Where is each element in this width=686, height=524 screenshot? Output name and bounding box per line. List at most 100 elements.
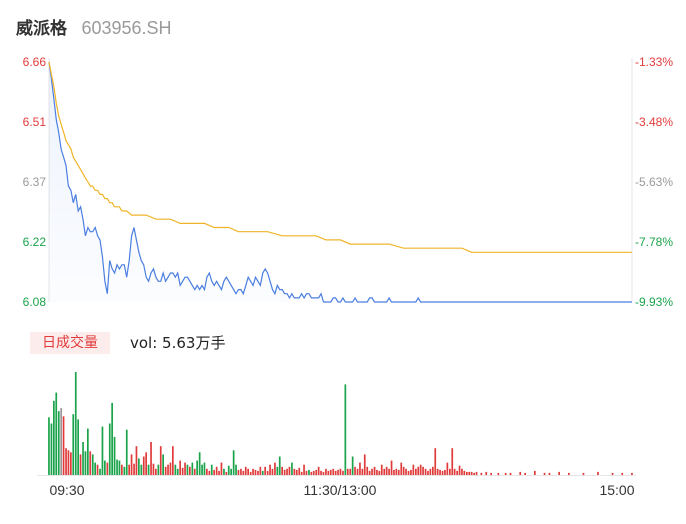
volume-bar bbox=[329, 469, 332, 476]
volume-bar bbox=[172, 446, 174, 475]
volume-bar bbox=[621, 472, 624, 475]
volume-bar bbox=[186, 464, 189, 475]
volume-bar bbox=[376, 469, 378, 476]
volume-bar bbox=[193, 468, 196, 475]
y-right-tick: -3.48% bbox=[635, 115, 673, 129]
volume-bar bbox=[497, 472, 500, 475]
volume-bar bbox=[225, 471, 228, 475]
volume-bar bbox=[169, 462, 172, 475]
volume-bar bbox=[72, 414, 75, 475]
volume-bar bbox=[344, 384, 347, 475]
volume-bar bbox=[359, 462, 361, 475]
volume-bar bbox=[582, 472, 585, 475]
volume-bar bbox=[276, 466, 279, 475]
volume-bar bbox=[249, 471, 252, 475]
volume-bar bbox=[96, 464, 99, 475]
y-right-tick: -9.93% bbox=[635, 295, 673, 309]
volume-bar bbox=[111, 402, 113, 475]
volume-bar bbox=[317, 466, 320, 475]
volume-bar bbox=[133, 463, 135, 475]
volume-bar bbox=[113, 436, 116, 475]
volume-bar bbox=[65, 448, 67, 475]
volume-bar bbox=[252, 468, 254, 475]
volume-bar bbox=[223, 468, 225, 475]
volume-bar bbox=[295, 469, 298, 476]
volume-bar bbox=[89, 451, 92, 475]
y-left-tick: 6.51 bbox=[23, 115, 47, 129]
volume-bar bbox=[242, 470, 245, 475]
volume-bar bbox=[206, 468, 208, 475]
volume-bar bbox=[534, 470, 536, 475]
y-right-tick: -1.33% bbox=[635, 55, 673, 69]
volume-bar bbox=[395, 468, 398, 475]
volume-bar bbox=[203, 462, 206, 475]
y-left-tick: 6.08 bbox=[23, 295, 47, 309]
volume-bar bbox=[519, 471, 522, 475]
volume-bar bbox=[261, 470, 264, 475]
volume-bar bbox=[485, 471, 488, 475]
volume-bar bbox=[373, 466, 376, 475]
volume-readout: vol: 5.63万手 bbox=[130, 332, 225, 354]
volume-bar bbox=[210, 464, 213, 475]
volume-prefix: vol: bbox=[130, 334, 163, 352]
volume-bar bbox=[155, 468, 157, 475]
volume-bar bbox=[371, 468, 373, 475]
volume-bar bbox=[320, 470, 322, 475]
volume-bar bbox=[444, 469, 446, 476]
volume-bar bbox=[410, 469, 412, 476]
volume-bar bbox=[254, 469, 257, 476]
x-time-tick: 15:00 bbox=[599, 482, 634, 498]
volume-bar bbox=[337, 469, 339, 476]
y-left-tick: 6.37 bbox=[23, 175, 47, 189]
volume-bar bbox=[159, 446, 162, 475]
volume-bar bbox=[432, 466, 434, 475]
volume-bar bbox=[140, 464, 143, 475]
volume-bar bbox=[70, 452, 72, 475]
volume-bar bbox=[101, 426, 104, 475]
volume-bar bbox=[300, 471, 303, 475]
volume-bar bbox=[310, 471, 313, 475]
volume-bar bbox=[237, 469, 240, 476]
volume-bar bbox=[548, 472, 551, 475]
volume-bar bbox=[339, 468, 342, 475]
volume-bar bbox=[104, 460, 106, 475]
volume-bar bbox=[429, 468, 432, 475]
volume-bar bbox=[308, 469, 310, 476]
volume-bar bbox=[380, 464, 383, 475]
volume-bar bbox=[227, 465, 230, 475]
volume-bar bbox=[315, 469, 318, 476]
volume-bar bbox=[164, 466, 167, 475]
volume-bar bbox=[84, 451, 87, 475]
volume-bar bbox=[138, 458, 140, 475]
volume-bar bbox=[130, 454, 133, 475]
volume-bar bbox=[145, 452, 147, 475]
volume-bar bbox=[558, 471, 560, 475]
volume-bar bbox=[439, 469, 441, 476]
volume-bar bbox=[50, 423, 53, 475]
volume-bar bbox=[176, 468, 179, 475]
volume-bar bbox=[77, 419, 79, 475]
volume-bar bbox=[303, 464, 305, 475]
volume-bar bbox=[461, 468, 463, 475]
volume-bar bbox=[53, 400, 55, 475]
volume-bar bbox=[150, 442, 152, 475]
volume-bar bbox=[291, 462, 293, 475]
volume-bar bbox=[378, 470, 381, 475]
volume-bar bbox=[388, 468, 390, 475]
x-time-tick: 11:30/13:00 bbox=[304, 482, 377, 498]
volume-bar bbox=[196, 460, 198, 475]
volume-bar bbox=[174, 464, 177, 475]
volume-bar bbox=[57, 411, 60, 475]
volume-value: 5.63万手 bbox=[162, 334, 226, 352]
volume-bar bbox=[274, 462, 276, 475]
volume-bar bbox=[390, 460, 393, 475]
volume-bar bbox=[463, 470, 466, 475]
volume-bar bbox=[385, 466, 388, 475]
volume-bar bbox=[121, 464, 123, 475]
volume-bar bbox=[123, 466, 126, 475]
volume-bar bbox=[135, 446, 138, 475]
y-left-tick: 6.22 bbox=[23, 235, 47, 249]
daily-volume-tab[interactable]: 日成交量 bbox=[30, 332, 110, 354]
volume-bar bbox=[259, 466, 262, 475]
